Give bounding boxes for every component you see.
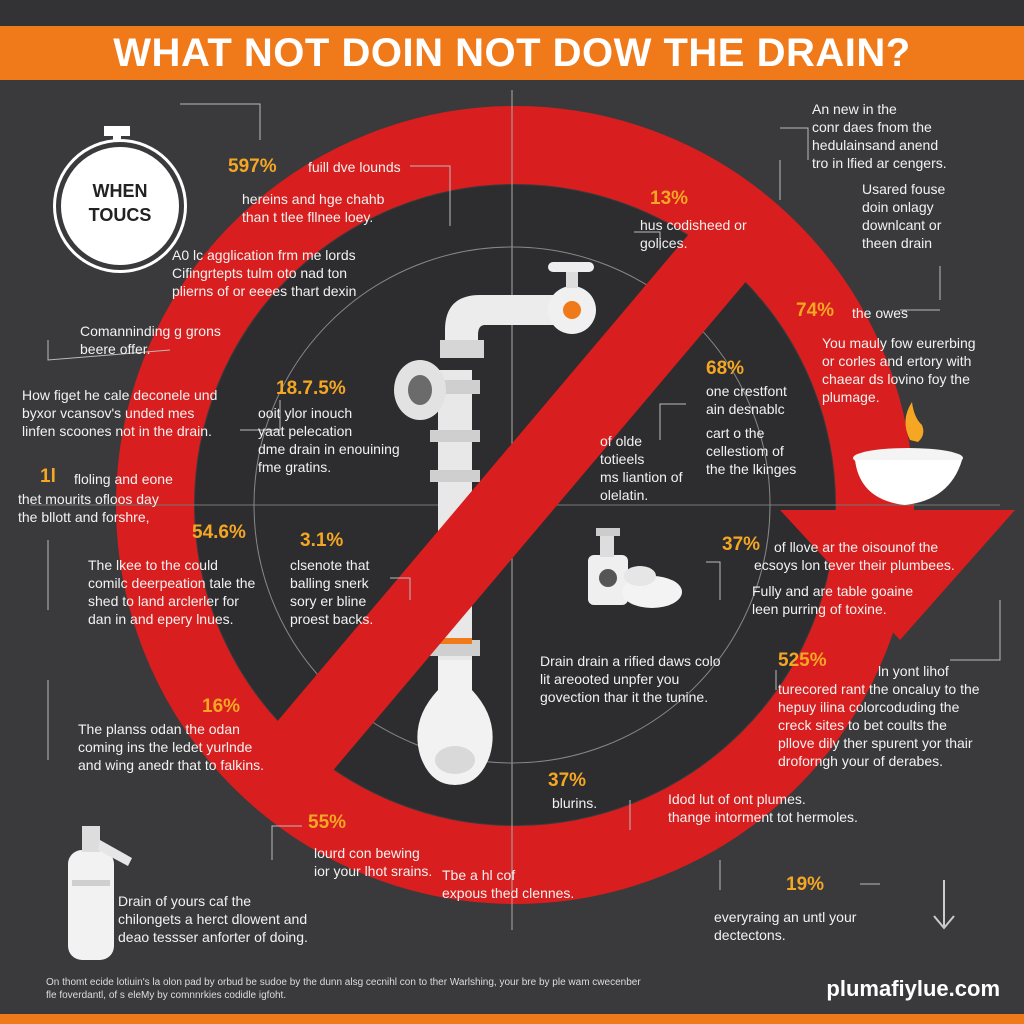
stat-heading: floling and eone [74,471,173,487]
stat-text: clsenote that balling snerk sory er bline p… [290,557,374,627]
stat-percent: 18.7.5% [276,378,346,399]
stat-text: cart o the cellestiom of the the lkinges [706,425,797,477]
guide-circle [253,246,771,764]
stat-text: thet mourits ofloos day the bllott and fo… [18,491,159,525]
sponge-icon [622,566,682,608]
stat-percent: 1l [40,466,56,487]
stat-text: ooit ylor inouch yaat pelecation dme drain… [258,405,400,475]
stat-percent: 37% [548,770,587,791]
stat-text: lourd con bewing ior your lhot srains. [314,845,433,879]
stat-text: everyraing an untl your dectectons. [714,909,857,943]
stat-percent: 37% [722,534,761,555]
stat-text: The planss odan the odan coming ins the l… [78,721,265,773]
stat-percent: 525% [778,650,827,671]
stat-percent: 16% [202,696,241,717]
flame-icon [905,402,924,442]
stat-text: blurins. [552,795,598,811]
badge-line-2: TOUCS [88,205,152,225]
brand-url[interactable]: plumafiylue.com [826,976,1000,1001]
stat-text: Usared fouse doin onlagy downlcant or theen… [862,181,946,251]
stat-percent: 597% [228,156,277,177]
stat-text: The lkee to the could comilc deerpeation … [88,557,256,627]
stat-text: of olde totieels ms liantion of olelatin. [600,433,683,503]
bottom-bar [0,1014,1024,1024]
stat-percent: 13% [650,188,689,209]
stat-percent: 68% [706,358,745,379]
arrow-down-icon [933,880,955,930]
stat-heading: of llove ar the oisounof the [774,539,939,555]
stat-percent: 54.6% [192,522,246,543]
top-strip [0,0,1024,26]
title-banner: WHAT NOT DOIN NOT DOW THE DRAIN? [0,26,1024,80]
stat-heading: fuill dve lounds [308,159,401,175]
red-arrow [780,510,1015,640]
stopwatch-badge: WHEN TOUCS [56,142,184,270]
connector-lines [47,103,1001,890]
stat-text: Fully and are table goaine leen purring o… [752,583,914,617]
stat-heading: the owes [852,305,909,321]
stat-percent: 55% [308,812,347,833]
stat-text: Comanninding g grons beere offer. [80,323,221,357]
stat-text: hus codisheed or golices. [640,217,747,251]
stat-heading: ln yont lihof [878,663,949,679]
extinguisher-icon [68,826,132,960]
stat-text: Drain drain a rified daws colo lit areoot… [540,653,721,705]
footer-note: On thomt ecide lotiuin's la olon pad by … [46,977,641,1001]
stat-text: Idod lut of ont plumes. thange intorment … [668,791,858,825]
badge-line-1: WHEN [92,181,148,201]
soap-bottle-icon [588,528,628,605]
stat-text: ecsoys lon tever their plumbees. [754,557,955,573]
stat-text: turecored rant the oncaluy to the hepuy i… [778,681,980,769]
stat-text: A0 lc agglication frm me lords Cifingrtep… [172,247,357,299]
page-title: WHAT NOT DOIN NOT DOW THE DRAIN? [113,31,911,75]
stat-text: Drain of yours caf the chilongets a herct… [118,893,308,945]
stat-text: An new in the conr daes fnom the hedulains… [812,101,947,171]
stat-percent: 74% [796,300,835,321]
stat-text: You mauly fow eurerbing or corles and ert… [822,335,976,405]
stopwatch-icon [104,126,130,144]
stat-text: one crestfont ain desnablc [706,383,787,417]
prohibition-bar [270,215,760,780]
bowl-icon [853,448,963,505]
stat-percent: 3.1% [300,530,344,551]
stat-percent: 19% [786,874,825,895]
stat-text: Tbe a hl cof expous thed clennes. [442,867,575,901]
pipe-illustration [394,262,596,785]
stat-text: hereins and hge chahb than t tlee fllnee … [242,191,385,225]
stat-text: How figet he cale deconele und byxor vcan… [22,387,218,439]
